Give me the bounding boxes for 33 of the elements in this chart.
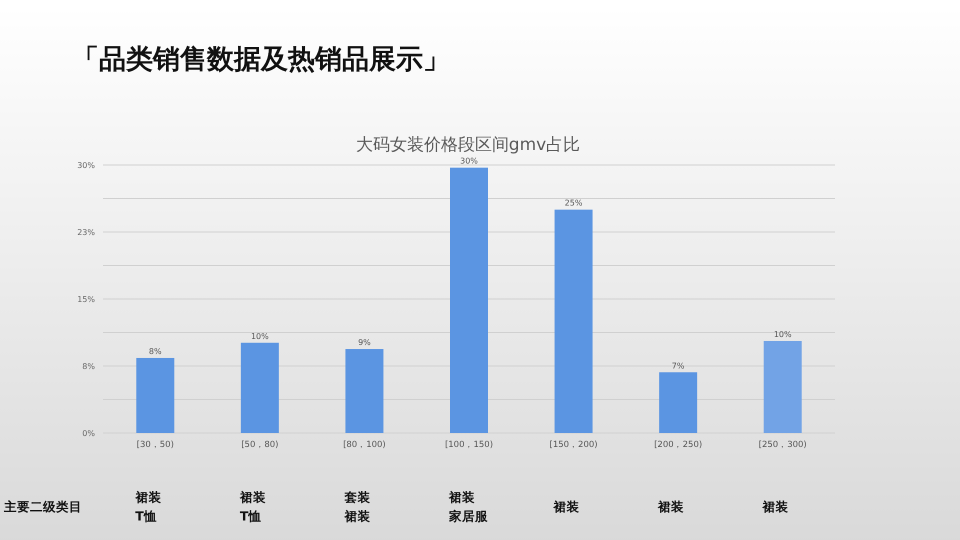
- data-label: 8%: [148, 346, 162, 356]
- text: T恤: [240, 508, 262, 524]
- chart-title: 「品类销售数据及热销品展示」: [72, 44, 450, 75]
- y-tick-label: 15%: [77, 295, 96, 304]
- y-tick-label: 23%: [77, 228, 96, 237]
- data-label: 30%: [460, 156, 478, 166]
- x-tick-label: [250，300): [758, 440, 807, 450]
- text: 裙装: [448, 490, 475, 504]
- data-label: 10%: [250, 332, 270, 341]
- text: 裙装: [657, 499, 684, 514]
- data-label: 10%: [774, 330, 792, 339]
- x-tick-label: [150，200): [550, 440, 598, 450]
- text: 裙装: [134, 490, 162, 504]
- x-tick-label: [30，50): [136, 440, 174, 450]
- text: T恤: [135, 508, 157, 524]
- x-tick-label: [80，100): [343, 440, 386, 450]
- data-label: 25%: [564, 198, 583, 208]
- text: 裙装: [762, 499, 789, 514]
- text: 裙装: [552, 499, 580, 514]
- y-tick-label: 8%: [82, 362, 96, 371]
- y-tick-label: 0%: [82, 429, 96, 438]
- x-tick-label: [100，150): [444, 440, 494, 450]
- text: 裙装: [238, 490, 266, 504]
- chart-subtitle: 大码女装价格段区间gmv占比: [356, 135, 580, 155]
- y-tick-label: 30%: [77, 161, 96, 170]
- data-label: 7%: [672, 361, 685, 370]
- x-tick-label: [200，250): [654, 440, 702, 450]
- text: 家居服: [448, 508, 489, 524]
- text: 套装: [343, 490, 370, 504]
- text: 主要二级类目: [3, 499, 82, 514]
- x-tick-label: [50，80): [241, 440, 278, 450]
- text: 裙装: [343, 508, 370, 524]
- data-label: 9%: [358, 338, 372, 348]
